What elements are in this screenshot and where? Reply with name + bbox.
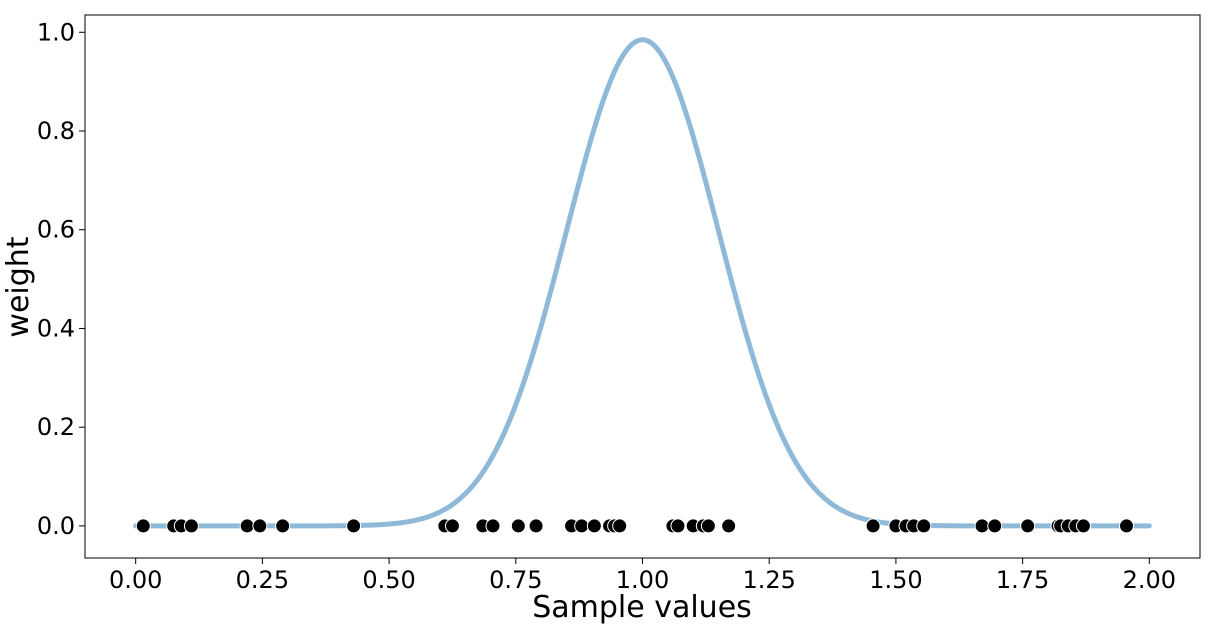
points-layer — [135, 518, 1135, 534]
sample-point — [183, 518, 199, 534]
y-axis-ticks: 0.0 0.2 0.4 0.6 0.8 1.0 — [37, 18, 85, 540]
sample-point — [1020, 518, 1036, 534]
sample-point — [700, 518, 716, 534]
sample-point — [974, 518, 990, 534]
sample-point — [586, 518, 602, 534]
sample-point — [510, 518, 526, 534]
x-tick-label: 0.00 — [109, 566, 162, 594]
sample-point — [865, 518, 881, 534]
sample-point — [670, 518, 686, 534]
x-tick-label: 1.75 — [996, 566, 1049, 594]
x-tick-label: 0.25 — [236, 566, 289, 594]
y-tick-label: 0.6 — [37, 216, 75, 244]
x-axis-label: Sample values — [532, 590, 752, 625]
sample-point — [239, 518, 255, 534]
y-tick-label: 0.2 — [37, 413, 75, 441]
sample-point — [346, 518, 362, 534]
sample-point — [275, 518, 291, 534]
sample-point — [1075, 518, 1091, 534]
sample-point — [721, 518, 737, 534]
sample-point — [916, 518, 932, 534]
sample-point — [574, 518, 590, 534]
x-axis-ticks: 0.00 0.25 0.50 0.75 1.00 1.25 1.50 1.75 2.00 — [109, 558, 1176, 594]
sample-point — [444, 518, 460, 534]
sample-point — [1119, 518, 1135, 534]
sample-point — [612, 518, 628, 534]
y-axis-label: weight — [1, 236, 36, 337]
sample-point — [485, 518, 501, 534]
x-tick-label: 0.75 — [489, 566, 542, 594]
x-tick-label: 1.50 — [869, 566, 922, 594]
y-tick-label: 0.4 — [37, 314, 75, 342]
x-tick-label: 1.00 — [616, 566, 669, 594]
sample-point — [135, 518, 151, 534]
x-tick-label: 1.25 — [742, 566, 795, 594]
sample-point — [252, 518, 268, 534]
x-tick-label: 0.50 — [362, 566, 415, 594]
x-tick-label: 2.00 — [1123, 566, 1176, 594]
sample-point — [528, 518, 544, 534]
y-tick-label: 1.0 — [37, 18, 75, 46]
sample-point — [987, 518, 1003, 534]
plot-area — [85, 15, 1200, 558]
y-tick-label: 0.0 — [37, 512, 75, 540]
y-tick-label: 0.8 — [37, 117, 75, 145]
